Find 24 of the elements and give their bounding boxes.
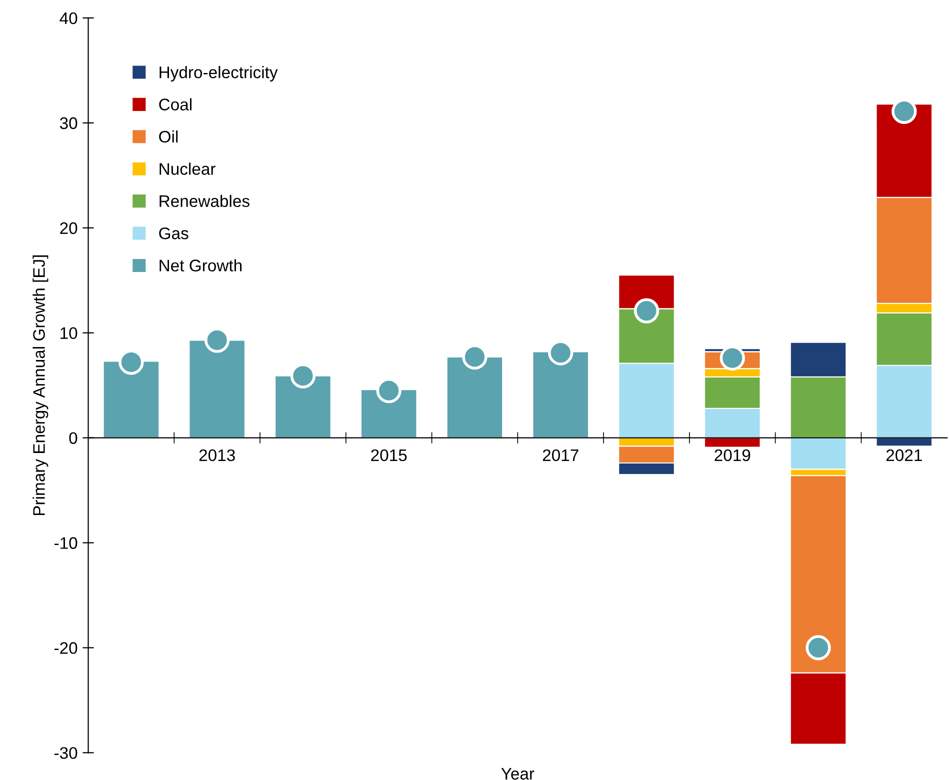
y-tick-label: 30 [60, 117, 78, 130]
y-tick-label: 20 [60, 222, 78, 234]
y-tick-label: 40 [60, 12, 78, 24]
y-tick-label: 0 [69, 432, 78, 444]
legend-label: Coal [159, 98, 192, 110]
legend-label: Renewables [160, 194, 250, 208]
y-tick-label: -30 [54, 747, 78, 759]
y-axis-title: Primary Energy Annual Growth [EJ] [32, 255, 48, 516]
legend-label: Net Growth [160, 259, 242, 272]
x-tick-label: 2013 [199, 449, 235, 462]
x-tick-label: 2015 [371, 449, 407, 462]
y-tick-label: 10 [60, 327, 78, 340]
legend-label: Hydro-electricity [160, 66, 278, 82]
x-axis-title: Year [501, 768, 534, 780]
x-tick-label: 2021 [886, 449, 922, 462]
x-tick-label: 2019 [714, 449, 750, 462]
legend-label: Gas [159, 227, 188, 240]
point [634, 298, 660, 324]
point [806, 635, 831, 660]
y-tick-label: -10 [54, 537, 78, 549]
legend-label: Oil [159, 130, 178, 143]
legend-label: Nuclear [160, 162, 216, 175]
y-tick-label: -20 [54, 642, 78, 654]
x-tick-label: 2017 [542, 449, 578, 462]
